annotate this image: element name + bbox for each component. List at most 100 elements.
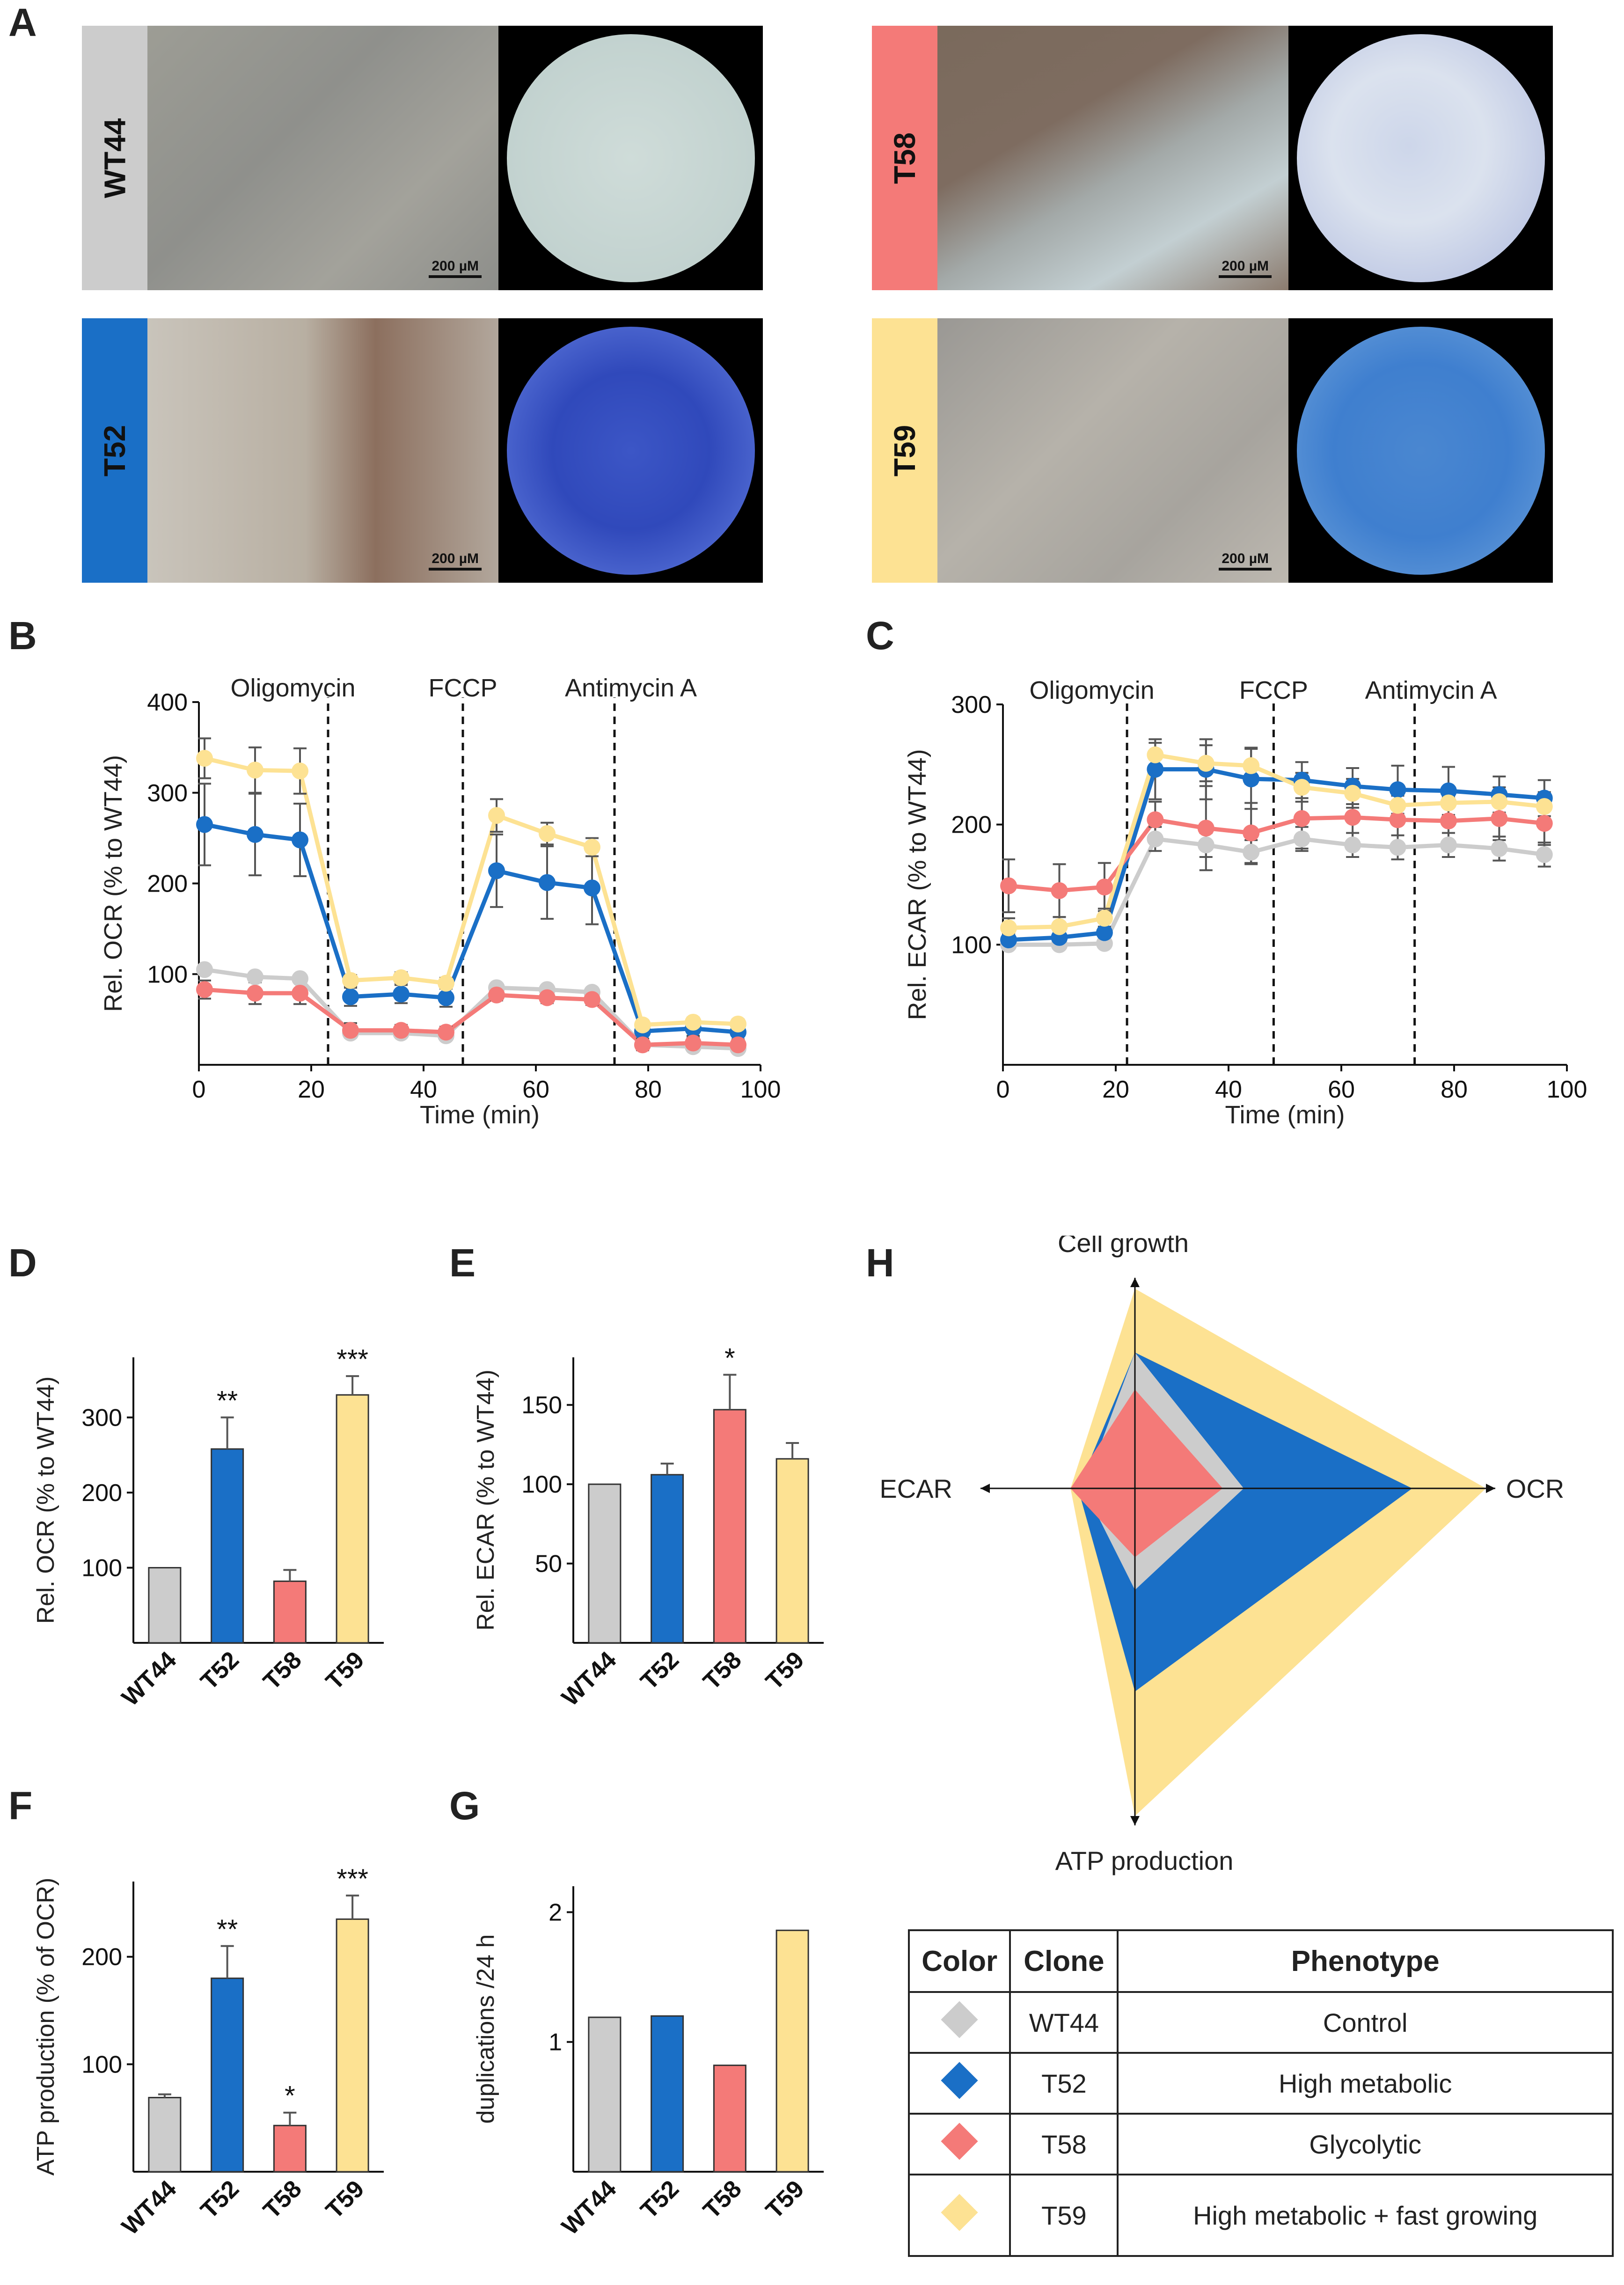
micrograph-image: 200 µM	[147, 26, 498, 290]
data-point-t58	[1096, 879, 1113, 896]
series-line-t58	[1008, 815, 1545, 893]
radar-axis-label-ocr: OCR	[1506, 1474, 1564, 1503]
clone-block-wt44: WT44 200 µM	[82, 26, 763, 290]
radar-axis-label-cell-growth: Cell growth	[1058, 1236, 1189, 1258]
y-tick-label: 200	[81, 1944, 122, 1971]
header-phenotype: Phenotype	[1117, 1929, 1614, 1993]
clone-block-t52: T52 200 µM	[82, 318, 763, 583]
clone-tag-t59: T59	[872, 318, 937, 583]
clone-label: T52	[98, 425, 132, 476]
legend-phenotype: High metabolic + fast growing	[1117, 2174, 1614, 2257]
legend-phenotype: Control	[1117, 1991, 1614, 2054]
y-axis-label: duplications /24 h	[472, 1934, 499, 2124]
clone-label: T58	[888, 132, 922, 184]
significance-label: *	[724, 1343, 735, 1373]
data-point-t52	[1243, 770, 1260, 788]
legend-swatch-cell	[907, 1991, 1011, 2054]
data-point-t58	[1197, 820, 1214, 837]
significance-label: ***	[337, 1344, 368, 1375]
data-point-t59	[1197, 754, 1214, 772]
data-point-wt44	[1536, 846, 1553, 863]
ecar-bar-chart: 50 100 150 Rel. ECAR (% to WT44) WT44 T52 * T58…	[472, 1343, 824, 1712]
treatment-label: FCCP	[429, 674, 497, 702]
clone-block-t58: T58 200 µM	[872, 26, 1553, 290]
series-line-wt44	[204, 967, 739, 1051]
data-point-t58	[685, 1034, 702, 1052]
legend-swatch-cell	[907, 2113, 1011, 2175]
y-tick-label: 1	[549, 2029, 562, 2056]
x-tick-label: T59	[321, 1646, 369, 1695]
x-axis-label: Time (min)	[420, 1101, 540, 1129]
bar-t52	[211, 1977, 244, 2173]
bar-t52	[211, 1448, 244, 1644]
data-point-t52	[247, 826, 263, 843]
x-tick-label: 80	[635, 1076, 662, 1103]
header-clone: Clone	[1009, 1929, 1119, 1993]
data-point-wt44	[1197, 836, 1214, 854]
clone-tag-wt44: WT44	[82, 26, 147, 290]
data-point-t59	[342, 972, 359, 989]
x-tick-label: T58	[698, 2175, 746, 2224]
micrograph-image: 200 µM	[937, 318, 1288, 583]
y-tick-label: 200	[81, 1479, 122, 1507]
data-point-t52	[539, 874, 556, 891]
bar-t52	[651, 1474, 684, 1644]
radar-axis-label-atp: ATP production	[1055, 1846, 1234, 1875]
data-point-t59	[634, 1016, 651, 1033]
data-point-t59	[584, 839, 600, 856]
x-tick-label: T59	[761, 1646, 809, 1695]
data-point-t58	[584, 991, 600, 1008]
clone-label: T59	[888, 425, 922, 476]
data-point-t58	[342, 1022, 359, 1039]
data-point-t59	[488, 807, 505, 824]
data-point-t59	[1536, 798, 1553, 815]
data-point-t58	[730, 1036, 746, 1054]
x-tick-label: T52	[636, 1646, 684, 1695]
bar-t59	[336, 1394, 369, 1644]
y-axis-label: Rel. OCR (% to WT44)	[32, 1377, 59, 1624]
legend-clone: WT44	[1009, 1991, 1119, 2054]
data-point-t58	[1344, 809, 1361, 826]
data-point-t59	[1051, 918, 1068, 935]
significance-label: ***	[337, 1864, 368, 1894]
data-point-t52	[1000, 931, 1017, 949]
x-tick-label: T58	[258, 1646, 307, 1695]
data-point-wt44	[247, 968, 263, 986]
x-tick-label: 80	[1441, 1076, 1468, 1103]
bar-t59	[775, 1929, 809, 2173]
x-axis-label: Time (min)	[1225, 1101, 1345, 1129]
y-tick-label: 100	[81, 1554, 122, 1582]
treatment-label: Antimycin A	[1365, 676, 1497, 704]
legend-row: WT44 Control	[907, 1991, 1614, 2054]
x-tick-label: T58	[258, 2175, 307, 2224]
legend-row: T59 High metabolic + fast growing	[907, 2174, 1614, 2257]
data-point-t59	[1344, 784, 1361, 802]
x-tick-label: T59	[761, 2175, 809, 2224]
y-axis-label: Rel. OCR (% to WT44)	[99, 755, 127, 1012]
data-point-t59	[685, 1013, 702, 1031]
data-point-wt44	[1147, 830, 1164, 848]
data-point-wt44	[1293, 830, 1310, 848]
bar-t58	[713, 1409, 746, 1644]
x-tick-label: 40	[410, 1076, 437, 1103]
panel-letter-f: F	[8, 1784, 33, 1828]
x-tick-label: 100	[740, 1076, 781, 1103]
x-tick-label: 0	[192, 1076, 206, 1103]
data-point-t52	[584, 879, 600, 897]
bar-wt44	[588, 1483, 622, 1644]
x-tick-label: WT44	[117, 1646, 182, 1711]
colony-dish-image	[1288, 318, 1553, 583]
treatment-label: Antimycin A	[565, 674, 697, 702]
data-point-t52	[393, 985, 410, 1003]
data-point-wt44	[1389, 839, 1406, 856]
x-tick-label: 20	[298, 1076, 325, 1103]
micrograph-image: 200 µM	[937, 26, 1288, 290]
data-point-t52	[196, 816, 213, 833]
legend-phenotype: Glycolytic	[1117, 2113, 1614, 2175]
data-point-t58	[438, 1024, 454, 1041]
significance-label: **	[217, 1914, 238, 1945]
bar-t58	[273, 1580, 307, 1644]
panel-letter-a: A	[8, 0, 37, 44]
data-point-t59	[247, 762, 263, 779]
x-tick-label: T58	[698, 1646, 746, 1695]
